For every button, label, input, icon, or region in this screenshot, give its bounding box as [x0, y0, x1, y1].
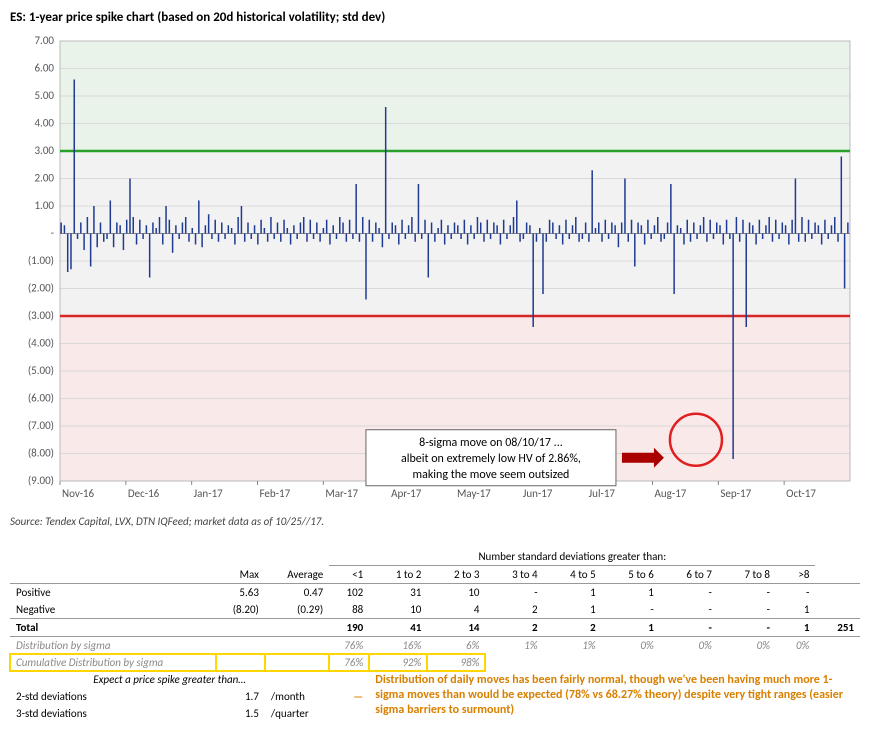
source-note: Source: Tendex Capital, LVX, DTN IQFeed;…	[10, 515, 860, 528]
svg-text:(3.00): (3.00)	[28, 309, 54, 322]
col-header: 3 to 4	[485, 566, 543, 584]
svg-text:(2.00): (2.00)	[28, 282, 54, 295]
svg-text:Jun-17: Jun-17	[523, 487, 553, 500]
svg-text:3.00: 3.00	[34, 144, 54, 157]
svg-text:4.00: 4.00	[34, 117, 54, 130]
table-header-span: Number standard deviations greater than:	[329, 548, 815, 566]
col-header: 2 to 3	[427, 566, 485, 584]
col-header: >8	[776, 566, 815, 584]
svg-text:(8.00): (8.00)	[28, 447, 54, 460]
svg-text:Jul-17: Jul-17	[589, 487, 616, 500]
svg-text:(5.00): (5.00)	[28, 364, 54, 377]
svg-text:albeit on extremely low HV of: albeit on extremely low HV of 2.86%,	[401, 452, 581, 466]
col-header: 4 to 5	[544, 566, 602, 584]
svg-text:(9.00): (9.00)	[28, 474, 54, 487]
spike-chart: (9.00) (8.00) (7.00) (6.00) (5.00) (4.00) (3.0…	[10, 31, 860, 511]
svg-text:May-17: May-17	[457, 487, 491, 500]
svg-text:8-sigma move on 08/10/17 ...: 8-sigma move on 08/10/17 ...	[419, 436, 563, 450]
chart-title: ES: 1-year price spike chart (based on 2…	[10, 10, 860, 25]
svg-text:Aug-17: Aug-17	[655, 487, 687, 500]
svg-text:7.00: 7.00	[34, 34, 54, 47]
col-header: 6 to 7	[660, 566, 718, 584]
col-header: 7 to 8	[718, 566, 776, 584]
commentary: Distribution of daily moves has been fai…	[369, 671, 860, 722]
svg-text:(1.00): (1.00)	[28, 254, 54, 267]
svg-text:5.00: 5.00	[34, 89, 54, 102]
col-header	[10, 566, 216, 584]
svg-text:Mar-17: Mar-17	[325, 487, 358, 500]
svg-text:Dec-16: Dec-16	[128, 487, 160, 500]
svg-text:6.00: 6.00	[34, 62, 54, 75]
col-header: 1 to 2	[369, 566, 427, 584]
svg-text:Apr-17: Apr-17	[391, 487, 422, 500]
col-header: Max	[216, 566, 265, 584]
svg-text:Nov-16: Nov-16	[62, 487, 95, 500]
svg-text:Oct-17: Oct-17	[786, 487, 816, 500]
svg-text:making the move seem outsized: making the move seem outsized	[413, 468, 570, 482]
svg-text:Sep-17: Sep-17	[720, 487, 751, 500]
svg-text:Jan-17: Jan-17	[194, 487, 223, 500]
sigma-table: Number standard deviations greater than:…	[10, 548, 860, 722]
svg-text:2.00: 2.00	[34, 172, 54, 185]
svg-text:(4.00): (4.00)	[28, 337, 54, 350]
svg-text:-: -	[51, 227, 54, 240]
col-header: 5 to 6	[602, 566, 660, 584]
svg-text:1.00: 1.00	[34, 199, 54, 212]
col-header: <1	[329, 566, 369, 584]
col-header: Average	[265, 566, 329, 584]
svg-text:Feb-17: Feb-17	[260, 487, 291, 500]
svg-text:(7.00): (7.00)	[28, 419, 54, 432]
col-header	[815, 566, 860, 584]
svg-text:(6.00): (6.00)	[28, 392, 54, 405]
